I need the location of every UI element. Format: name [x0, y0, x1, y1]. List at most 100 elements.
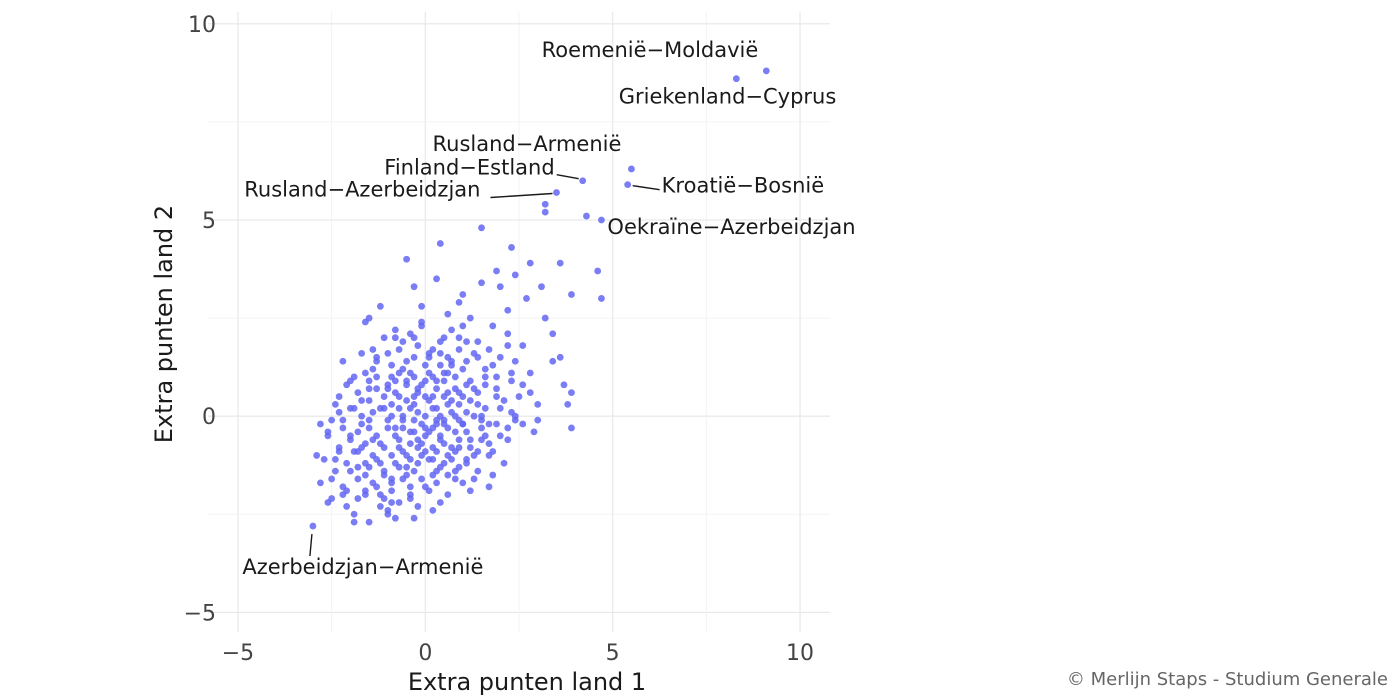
data-point — [395, 444, 403, 451]
data-point — [493, 373, 500, 381]
data-point — [369, 436, 377, 444]
data-point — [436, 432, 444, 440]
data-point — [508, 369, 515, 377]
data-point — [485, 452, 493, 459]
data-point — [466, 314, 474, 322]
data-point — [346, 432, 354, 440]
data-point — [448, 397, 455, 404]
data-point — [436, 240, 444, 247]
data-point — [489, 361, 497, 369]
data-point — [358, 412, 366, 420]
data-point — [451, 428, 459, 436]
data-point — [328, 475, 336, 483]
data-point — [534, 401, 542, 408]
data-point — [436, 338, 444, 346]
point-annotation-label: Oekraïne−Azerbeidzjan — [607, 215, 855, 239]
data-point — [339, 416, 347, 424]
data-point — [541, 314, 549, 322]
data-point — [421, 424, 429, 432]
data-point — [444, 310, 452, 318]
data-point — [384, 506, 392, 514]
data-point — [459, 322, 467, 330]
data-point — [493, 267, 500, 275]
data-point — [481, 373, 489, 381]
data-point — [451, 373, 459, 381]
point-annotation-label: Finland−Estland — [384, 156, 554, 180]
data-point — [444, 471, 452, 479]
data-point — [474, 401, 482, 408]
data-point — [373, 357, 381, 365]
data-point — [376, 302, 384, 310]
data-point — [369, 408, 377, 416]
data-point — [493, 385, 500, 393]
data-point — [444, 424, 452, 432]
point-annotation-label: Roemenië−Moldavië — [542, 38, 759, 62]
data-point — [384, 416, 392, 424]
grid — [208, 12, 830, 632]
data-point — [478, 424, 485, 432]
data-point — [463, 338, 470, 346]
data-point — [358, 444, 366, 451]
data-point — [568, 291, 575, 298]
labeled-data-point — [553, 189, 560, 196]
data-point — [361, 318, 369, 326]
data-point — [455, 436, 463, 444]
data-point — [496, 283, 504, 291]
data-point — [391, 424, 399, 432]
data-point — [380, 334, 388, 342]
data-point — [414, 459, 422, 467]
data-point — [369, 452, 377, 459]
data-point — [335, 408, 343, 416]
data-point — [541, 200, 549, 208]
data-point — [361, 369, 369, 377]
data-point — [556, 353, 564, 361]
data-point — [388, 475, 396, 483]
annotations: Roemenië−Moldavië Griekenland−Cyprus Finla… — [242, 38, 855, 579]
data-point — [568, 389, 575, 397]
x-tick-label: 10 — [786, 641, 814, 666]
data-point — [391, 334, 399, 342]
data-point — [403, 357, 410, 365]
data-point — [530, 428, 538, 436]
data-point — [376, 459, 384, 467]
data-point — [526, 389, 534, 397]
y-tick-label: 5 — [202, 209, 216, 234]
data-point — [470, 385, 478, 393]
data-point — [365, 377, 373, 385]
data-point — [466, 436, 474, 444]
data-point — [519, 342, 527, 349]
data-point — [455, 463, 463, 471]
data-point — [331, 467, 339, 475]
data-point — [350, 510, 358, 518]
data-point — [373, 385, 381, 393]
data-point — [526, 259, 534, 267]
data-point — [560, 381, 568, 389]
data-point — [523, 295, 530, 302]
data-point — [474, 467, 482, 475]
data-point — [339, 491, 347, 499]
data-point — [519, 420, 527, 428]
data-point — [418, 318, 425, 326]
data-point — [451, 448, 459, 455]
data-point — [354, 428, 362, 436]
data-point — [489, 471, 497, 479]
data-point — [410, 467, 418, 475]
data-point — [317, 479, 324, 487]
data-point — [511, 412, 519, 420]
data-point — [324, 499, 332, 506]
data-point — [433, 467, 440, 475]
data-point — [414, 503, 422, 510]
data-point — [331, 401, 339, 408]
data-point — [418, 302, 425, 310]
data-point — [406, 483, 414, 491]
data-point — [463, 357, 470, 365]
data-point — [526, 369, 534, 377]
labeled-data-point — [624, 181, 632, 189]
data-point — [358, 420, 366, 428]
data-point — [384, 385, 392, 393]
data-point — [466, 397, 474, 404]
data-point — [493, 420, 500, 428]
data-point — [568, 424, 575, 432]
data-point — [466, 444, 474, 451]
y-tick-label: −5 — [184, 601, 216, 626]
